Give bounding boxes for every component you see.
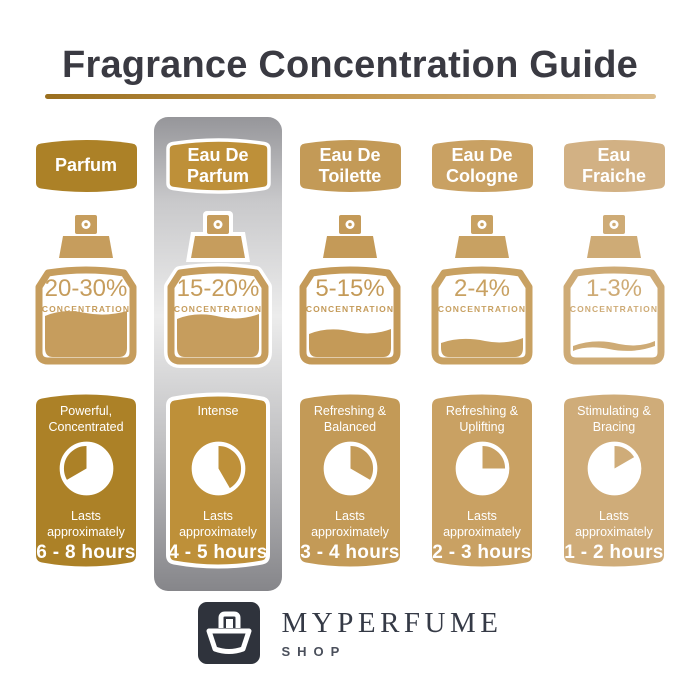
page-title: Fragrance Concentration Guide xyxy=(62,44,638,86)
info-card: Refreshing & Balanced Lasts approximatel… xyxy=(297,389,403,572)
concentration-value: 2-4% xyxy=(453,275,511,302)
liquid-fill xyxy=(45,311,127,357)
perfume-bottle-icon: 15-20% CONCENTRATION xyxy=(163,211,273,371)
column-eau-fraiche: Eau Fraiche 1-3% CONCENTRATION xyxy=(548,117,680,572)
header-badge-shape xyxy=(165,138,271,194)
card-description: Refreshing & Uplifting xyxy=(445,404,519,435)
header-badge-shape xyxy=(35,140,137,192)
brand-name: MYPERFUME xyxy=(281,607,503,639)
card-description: Intense xyxy=(197,404,239,418)
duration-value: 2 - 3 hours xyxy=(432,541,532,563)
perfume-bottle-icon: 20-30% CONCENTRATION xyxy=(31,213,141,371)
header-badge: Eau De Parfum xyxy=(165,135,272,197)
header-badge: Parfum xyxy=(33,135,140,197)
perfume-bottle-icon: 5-15% CONCENTRATION xyxy=(295,213,405,371)
lasts-label: Lasts approximately xyxy=(311,509,389,540)
lasts-label: Lasts approximately xyxy=(179,509,257,540)
duration-value: 3 - 4 hours xyxy=(300,541,400,563)
column-eau-de-parfum: Eau De Parfum 15 xyxy=(152,117,284,572)
duration-value: 6 - 8 hours xyxy=(36,541,136,563)
duration-value: 1 - 2 hours xyxy=(564,541,664,563)
header-badge-shape xyxy=(299,140,401,192)
perfume-bottle-icon: 1-3% CONCENTRATION xyxy=(559,213,669,371)
lasts-label: Lasts approximately xyxy=(443,509,521,540)
header-label: Eau Fraiche xyxy=(581,144,647,186)
header-badge: Eau Fraiche xyxy=(561,135,668,197)
info-card: Powerful, Concentrated Lasts approximate… xyxy=(33,389,139,572)
info-card: Refreshing & Uplifting Lasts approximate… xyxy=(429,389,535,572)
card-description: Stimulating & Bracing xyxy=(577,404,651,435)
brand-sub: SHOP xyxy=(281,644,347,659)
header-label: Parfum xyxy=(54,155,117,176)
header-badge: Eau De Toilette xyxy=(297,135,404,197)
lasts-label: Lasts approximately xyxy=(575,509,653,540)
clock-pie-icon xyxy=(323,441,377,496)
concentration-label: CONCENTRATION xyxy=(437,304,527,314)
column-parfum: Parfum 20-30% CONCENTRATION xyxy=(20,117,152,572)
concentration-label: CONCENTRATION xyxy=(41,304,131,314)
spray-top-icon xyxy=(59,215,113,258)
info-card: Stimulating & Bracing Lasts approximatel… xyxy=(561,389,667,572)
header-badge-shape xyxy=(431,140,533,192)
clock-pie-icon xyxy=(191,441,245,496)
brand-logo-icon xyxy=(197,602,260,664)
concentration-label: CONCENTRATION xyxy=(569,304,659,314)
column-eau-de-cologne: Eau De Cologne 2-4% CONCENTRATION xyxy=(416,117,548,572)
liquid-fill xyxy=(573,341,655,351)
concentration-label: CONCENTRATION xyxy=(305,304,395,314)
bottle-body xyxy=(563,266,665,365)
concentration-value: 15-20% xyxy=(176,275,260,302)
bottle-body xyxy=(431,266,533,365)
perfume-bottle-icon: 2-4% CONCENTRATION xyxy=(427,213,537,371)
card-description: Refreshing & Balanced xyxy=(313,404,387,435)
clock-pie-icon xyxy=(59,441,113,496)
header-badge: Eau De Cologne xyxy=(429,135,536,197)
duration-value: 4 - 5 hours xyxy=(168,541,268,563)
bottle-cap-glyph xyxy=(218,611,240,628)
header-badge-shape xyxy=(563,140,665,192)
clock-wedge xyxy=(482,443,507,469)
clock-pie-icon xyxy=(587,441,641,496)
concentration-value: 5-15% xyxy=(315,275,385,302)
concentration-value: 20-30% xyxy=(44,275,128,302)
header-label: Eau De Cologne xyxy=(446,144,518,186)
liquid-fill xyxy=(441,338,523,357)
columns-grid: Parfum 20-30% CONCENTRATION xyxy=(20,117,680,591)
concentration-value: 1-3% xyxy=(585,275,643,302)
header-label: Eau De Parfum xyxy=(186,144,249,186)
brand-text: MYPERFUME SHOP xyxy=(282,607,503,659)
title-underline xyxy=(45,94,656,99)
concentration-label: CONCENTRATION xyxy=(173,304,263,314)
bottle-hull-glyph xyxy=(206,628,251,654)
clock-pie-icon xyxy=(455,441,509,496)
info-card: Intense Lasts approximately 4 - 5 hours xyxy=(165,389,271,572)
liquid-fill xyxy=(177,314,259,357)
lasts-label: Lasts approximately xyxy=(47,509,125,540)
brand-footer: MYPERFUME SHOP xyxy=(0,602,700,664)
header-label: Eau De Toilette xyxy=(318,144,382,186)
card-description: Powerful, Concentrated xyxy=(48,404,124,435)
liquid-fill xyxy=(309,329,391,357)
column-eau-de-toilette: Eau De Toilette 5-15% CONCENTRATION xyxy=(284,117,416,572)
